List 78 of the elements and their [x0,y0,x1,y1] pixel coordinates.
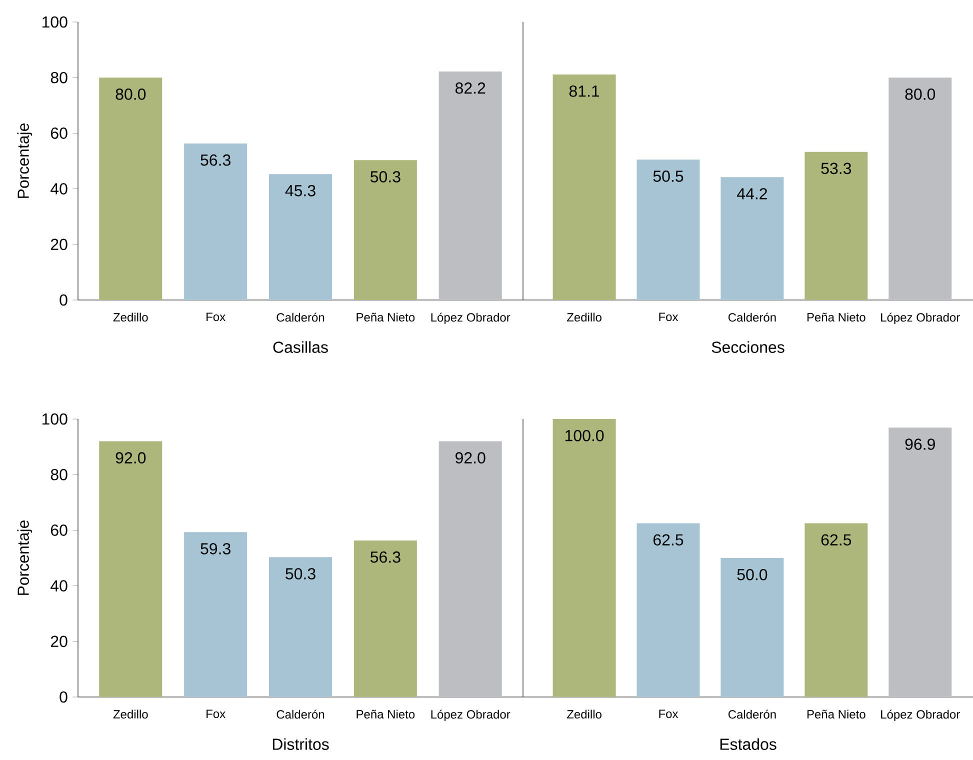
bar [720,177,784,300]
x-tick-label: Peña Nieto [356,312,415,322]
bar [99,78,162,300]
y-tick-label: 60 [50,524,68,536]
data-label: 50.5 [653,170,684,182]
bar [269,557,332,698]
y-tick-label: 20 [50,636,68,648]
y-tick-label: 80 [50,468,68,480]
bar [99,441,162,698]
bar [888,78,952,300]
bar [720,558,784,698]
bar [804,523,868,698]
bar [636,523,700,698]
y-tick-label: 40 [50,580,68,592]
x-axis-title: Estados [720,738,776,750]
data-label: 80.0 [116,88,146,100]
y-tick-label: 100 [42,16,68,28]
data-label: 50.3 [370,171,400,182]
data-label: 50.3 [286,568,316,580]
data-label: 92.0 [456,452,486,464]
x-tick-label: Peña Nieto [807,312,866,322]
bar [184,532,248,698]
bar [269,174,332,300]
x-tick-label: Fox [659,312,678,322]
bar [552,74,616,300]
y-tick-label: 100 [42,413,68,425]
data-label: 96.9 [905,438,935,450]
x-tick-label: Calderón [728,312,776,322]
data-label: 100.0 [565,430,604,442]
data-label: 81.1 [569,85,600,97]
y-tick-label: 0 [60,691,68,703]
x-axis-title: Secciones [712,341,784,353]
bar [438,441,502,698]
data-label: 59.3 [200,543,230,554]
x-tick-label: Fox [659,710,678,718]
bar [804,152,868,300]
x-tick-label: Peña Nieto [807,710,866,719]
x-tick-label: López Obrador [881,710,960,722]
y-tick-label: 60 [50,128,68,139]
bar [184,143,248,300]
data-label: 80.0 [905,88,936,100]
bar [636,160,700,300]
y-axis-title: Porcentaje [17,123,32,198]
bar [888,428,952,698]
x-tick-label: López Obrador [431,312,510,324]
bar [354,160,417,300]
x-tick-label: Zedillo [567,312,602,322]
x-tick-label: Peña Nieto [356,710,415,719]
bar [552,419,616,698]
data-label: 56.3 [200,154,230,166]
x-tick-label: Calderón [276,710,324,719]
x-tick-label: Zedillo [113,312,148,322]
x-tick-label: Zedillo [567,710,602,719]
y-tick-label: 0 [60,294,68,306]
x-tick-label: López Obrador [431,710,510,722]
data-label: 50.0 [737,568,768,580]
data-label: 62.5 [654,534,684,546]
data-label: 53.3 [821,162,852,174]
y-axis-title: Porcentaje [17,520,32,595]
bar [438,71,502,300]
bar [354,540,417,698]
x-tick-label: Calderón [276,312,324,322]
y-tick-label: 20 [50,238,68,250]
data-label: 82.2 [455,82,486,94]
x-tick-label: Fox [206,710,226,718]
x-tick-label: López Obrador [881,312,960,324]
x-tick-label: Calderón [728,710,776,719]
data-label: 62.5 [821,534,852,546]
x-axis-title: Casillas [273,341,328,353]
x-tick-label: Zedillo [113,710,148,719]
data-label: 45.3 [285,185,316,196]
x-axis-title: Distritos [272,738,329,750]
y-tick-label: 80 [50,72,68,84]
x-tick-label: Fox [206,312,226,322]
data-label: 56.3 [370,551,400,563]
data-label: 92.0 [116,452,146,464]
data-label: 44.2 [737,188,767,200]
y-tick-label: 40 [50,183,68,194]
